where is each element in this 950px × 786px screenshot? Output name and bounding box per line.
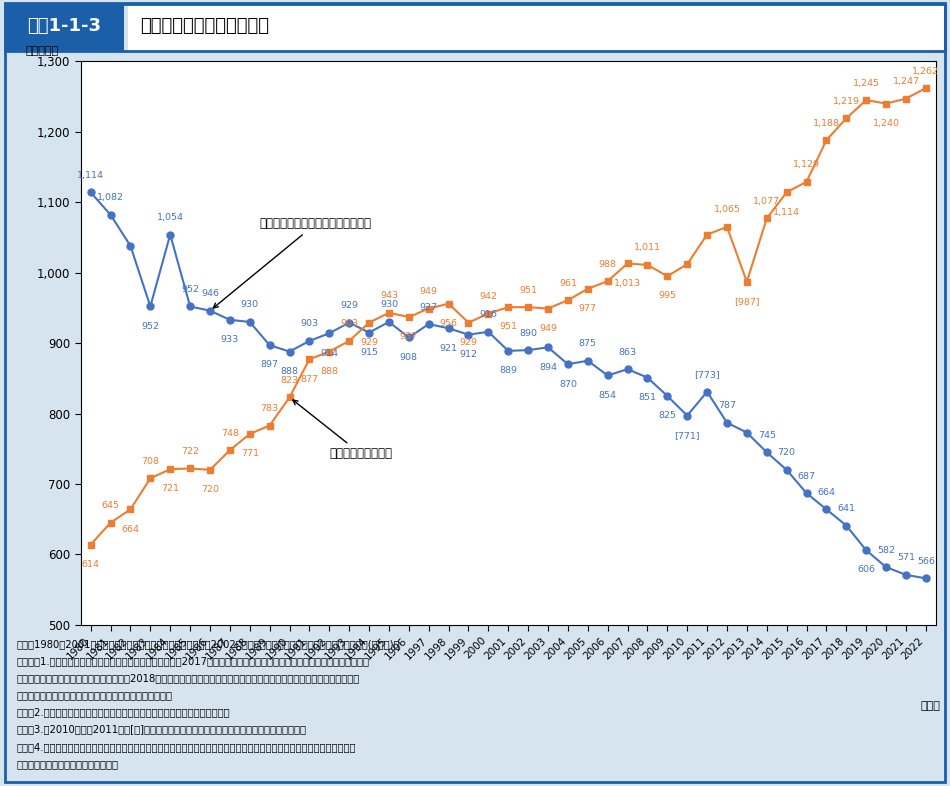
Text: 929: 929 [360, 338, 378, 347]
Text: 951: 951 [519, 285, 537, 295]
Text: 877: 877 [300, 375, 318, 384]
Text: 1,013: 1,013 [614, 279, 641, 288]
Text: 645: 645 [102, 501, 120, 510]
Text: 1,262: 1,262 [912, 67, 940, 75]
Text: 1,245: 1,245 [853, 79, 880, 87]
Text: （年）: （年） [921, 701, 940, 711]
Text: 927: 927 [420, 303, 438, 311]
Text: 863: 863 [618, 347, 637, 357]
Text: 男性雇用者と無業の妻からなる世帯: 男性雇用者と無業の妻からなる世帯 [214, 218, 371, 308]
Text: （注）　1.　「男性雇用者と無業の妻からなる世帯」とは、2017年までは、夫が非農林業雇用者で、妻が非就業者（非労働力: （注） 1. 「男性雇用者と無業の妻からなる世帯」とは、2017年までは、夫が非… [16, 656, 369, 666]
Text: 888: 888 [320, 367, 338, 376]
Text: 995: 995 [658, 292, 676, 300]
Text: 722: 722 [181, 447, 200, 456]
Text: 875: 875 [579, 340, 597, 348]
Text: 783: 783 [260, 404, 278, 413]
Text: 952: 952 [181, 285, 200, 294]
Text: 949: 949 [420, 287, 438, 296]
Text: 897: 897 [260, 361, 278, 369]
Text: 942: 942 [480, 292, 498, 301]
Text: 952: 952 [142, 321, 160, 331]
Text: 1,065: 1,065 [713, 205, 740, 215]
Text: 606: 606 [857, 565, 875, 575]
Text: （万世帯）: （万世帯） [25, 46, 58, 56]
Text: [773]: [773] [694, 370, 720, 379]
Text: 937: 937 [400, 332, 418, 341]
Text: 933: 933 [220, 335, 239, 344]
Text: 851: 851 [638, 393, 656, 402]
Text: [987]: [987] [734, 297, 760, 306]
Text: 582: 582 [877, 545, 895, 555]
Bar [128, 2, 945, 51]
Text: 825: 825 [658, 411, 676, 421]
Text: 721: 721 [162, 484, 180, 494]
Text: 921: 921 [440, 343, 458, 353]
Text: 930: 930 [240, 300, 258, 310]
Text: 664: 664 [122, 524, 140, 534]
Text: 1,077: 1,077 [753, 197, 780, 206]
Text: 1,082: 1,082 [97, 193, 124, 202]
Text: 共働き等世帯数の年次推移: 共働き等世帯数の年次推移 [141, 17, 270, 35]
Text: 748: 748 [221, 428, 238, 438]
Text: 列比較には注意を要する。: 列比較には注意を要する。 [16, 759, 118, 769]
Text: 566: 566 [917, 556, 935, 566]
Text: 1,129: 1,129 [793, 160, 820, 169]
Text: 889: 889 [500, 366, 517, 375]
Text: 929: 929 [460, 338, 478, 347]
Text: 903: 903 [300, 319, 318, 329]
Text: [771]: [771] [674, 431, 700, 440]
Text: 961: 961 [559, 278, 577, 288]
Text: 914: 914 [320, 348, 338, 358]
Text: 708: 708 [142, 457, 160, 466]
Text: 929: 929 [340, 301, 358, 310]
Text: 951: 951 [500, 322, 517, 332]
Text: 854: 854 [598, 391, 617, 400]
Text: 1,247: 1,247 [892, 77, 920, 86]
Text: 787: 787 [718, 401, 736, 410]
Text: 956: 956 [440, 319, 458, 328]
Text: 745: 745 [758, 431, 776, 440]
Text: 771: 771 [240, 450, 258, 458]
Text: 571: 571 [897, 553, 915, 562]
Text: 614: 614 [82, 560, 100, 569]
Text: 823: 823 [280, 376, 298, 385]
Text: 非就業者（非労働力人口及び失業者）の世帯。: 非就業者（非労働力人口及び失業者）の世帯。 [16, 690, 172, 700]
Text: 人口及び完全失業者）の世帯。2018年以降は、就業状態の分類区分の変更に伴い、夫が非農林業雇用者で、妻が: 人口及び完全失業者）の世帯。2018年以降は、就業状態の分類区分の変更に伴い、夫… [16, 673, 359, 683]
Text: 949: 949 [539, 324, 557, 332]
Text: 912: 912 [460, 350, 478, 359]
Text: 1,219: 1,219 [833, 97, 860, 106]
Text: 908: 908 [400, 353, 418, 362]
Text: 664: 664 [817, 488, 835, 497]
Text: 894: 894 [539, 362, 557, 372]
Text: 943: 943 [380, 292, 398, 300]
Text: 2.　「雇用者の共働き世帯」とは、夫婦ともに非農林業雇用者の世帯。: 2. 「雇用者の共働き世帯」とは、夫婦ともに非農林業雇用者の世帯。 [16, 707, 230, 718]
Text: 720: 720 [201, 485, 219, 494]
Text: 雇用者の共働き世帯: 雇用者の共働き世帯 [293, 400, 392, 461]
Text: 888: 888 [280, 367, 298, 376]
Text: 資料：1980～2001年は総務省統計局「労働力調査特別調査」、2002年以降は総務省統計局「労働力調査（詳細集計）(年平均)」: 資料：1980～2001年は総務省統計局「労働力調査特別調査」、2002年以降は… [16, 639, 400, 648]
Text: 916: 916 [480, 310, 498, 319]
Text: 4.　「労働力調査特別調査」と「労働力調査（詳細集計）」とでは、調査方法、調査月などが相違することから、時系: 4. 「労働力調査特別調査」と「労働力調査（詳細集計）」とでは、調査方法、調査月… [16, 742, 355, 751]
Text: 687: 687 [797, 472, 815, 480]
Text: 946: 946 [201, 289, 219, 298]
Text: 1,114: 1,114 [773, 208, 800, 217]
Text: 1,054: 1,054 [157, 213, 183, 222]
Text: 870: 870 [559, 380, 577, 388]
Text: 930: 930 [380, 300, 398, 310]
Bar [5, 2, 124, 51]
Text: 1,011: 1,011 [634, 244, 661, 252]
Text: 903: 903 [340, 319, 358, 329]
Text: 915: 915 [360, 347, 378, 357]
Text: 720: 720 [778, 448, 795, 457]
Text: 988: 988 [598, 259, 617, 269]
Text: 1,188: 1,188 [813, 119, 840, 127]
Text: 1,114: 1,114 [77, 171, 104, 180]
Text: 977: 977 [579, 304, 597, 313]
Text: 890: 890 [519, 329, 537, 338]
Text: 図表1-1-3: 図表1-1-3 [28, 17, 102, 35]
Text: 3.　2010年及び2011年の[　]内の実数は、岩手県、宮城県及び福島県を除く全国の結果。: 3. 2010年及び2011年の[ ]内の実数は、岩手県、宮城県及び福島県を除く… [16, 725, 306, 735]
Text: 641: 641 [837, 504, 855, 513]
Text: 1,240: 1,240 [872, 119, 900, 128]
